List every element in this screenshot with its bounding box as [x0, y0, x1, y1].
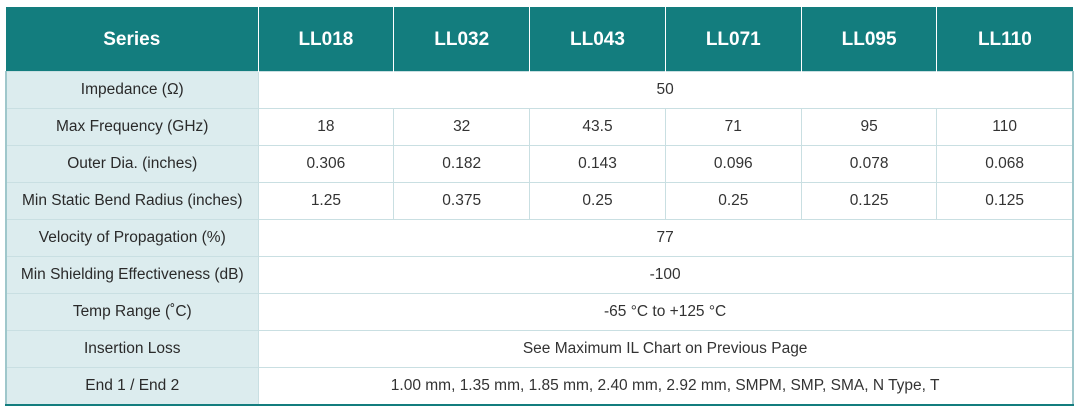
row-value-temp-range: -65 °C to +125 °C [257, 293, 1074, 331]
cable-series-spec-table: Series LL018 LL032 LL043 LL071 LL095 LL1… [5, 7, 1074, 406]
table-cell: 0.096 [664, 145, 802, 183]
table-row: Min Static Bend Radius (inches) 1.25 0.3… [5, 182, 1074, 220]
table-row: Max Frequency (GHz) 18 32 43.5 71 95 110 [5, 108, 1074, 146]
header-series-ll095: LL095 [801, 7, 938, 72]
header-series-ll043: LL043 [529, 7, 666, 72]
table-row: Velocity of Propagation (%) 77 [5, 219, 1074, 257]
table-cell: 0.25 [664, 182, 802, 220]
table-cell: 0.125 [800, 182, 938, 220]
table-cell: 0.25 [529, 182, 666, 220]
table-cell: 71 [664, 108, 802, 146]
table-cell: 110 [936, 108, 1074, 146]
row-value-impedance: 50 [257, 71, 1074, 109]
spec-table-container: Series LL018 LL032 LL043 LL071 LL095 LL1… [5, 7, 1074, 406]
header-series-ll110: LL110 [936, 7, 1074, 72]
table-cell: 0.078 [800, 145, 938, 183]
table-cell: 0.182 [393, 145, 531, 183]
table-row: Insertion Loss See Maximum IL Chart on P… [5, 330, 1074, 368]
row-value-end1-end2: 1.00 mm, 1.35 mm, 1.85 mm, 2.40 mm, 2.92… [257, 367, 1074, 406]
header-series-ll071: LL071 [665, 7, 802, 72]
row-label-impedance: Impedance (Ω) [5, 71, 259, 109]
row-label-insertion-loss: Insertion Loss [5, 330, 259, 368]
row-label-max-frequency: Max Frequency (GHz) [5, 108, 259, 146]
table-cell: 43.5 [529, 108, 666, 146]
row-label-end1-end2: End 1 / End 2 [5, 367, 259, 406]
row-label-temp-range: Temp Range (˚C) [5, 293, 259, 331]
table-cell: 0.143 [529, 145, 666, 183]
table-row: Outer Dia. (inches) 0.306 0.182 0.143 0.… [5, 145, 1074, 183]
table-row: Impedance (Ω) 50 [5, 71, 1074, 109]
table-cell: 95 [800, 108, 938, 146]
table-cell: 0.306 [257, 145, 395, 183]
table-header-row: Series LL018 LL032 LL043 LL071 LL095 LL1… [6, 7, 1074, 72]
table-cell: 1.25 [257, 182, 395, 220]
row-label-velocity: Velocity of Propagation (%) [5, 219, 259, 257]
watermark-overlay [940, 378, 982, 394]
row-label-outer-dia: Outer Dia. (inches) [5, 145, 259, 183]
table-cell: 18 [257, 108, 395, 146]
table-cell: 32 [393, 108, 531, 146]
header-series-ll032: LL032 [393, 7, 531, 72]
row-value-shielding: -100 [257, 256, 1074, 294]
table-row: Temp Range (˚C) -65 °C to +125 °C [5, 293, 1074, 331]
row-value-insertion-loss: See Maximum IL Chart on Previous Page [257, 330, 1074, 368]
header-series-label: Series [6, 7, 259, 72]
row-label-shielding: Min Shielding Effectiveness (dB) [5, 256, 259, 294]
row-value-velocity: 77 [257, 219, 1074, 257]
table-cell: 0.125 [936, 182, 1074, 220]
row-label-min-bend-radius: Min Static Bend Radius (inches) [5, 182, 259, 220]
table-cell: 0.375 [393, 182, 531, 220]
table-row: Min Shielding Effectiveness (dB) -100 [5, 256, 1074, 294]
table-cell: 0.068 [936, 145, 1074, 183]
table-row: End 1 / End 2 1.00 mm, 1.35 mm, 1.85 mm,… [5, 367, 1074, 406]
header-series-ll018: LL018 [258, 7, 395, 72]
